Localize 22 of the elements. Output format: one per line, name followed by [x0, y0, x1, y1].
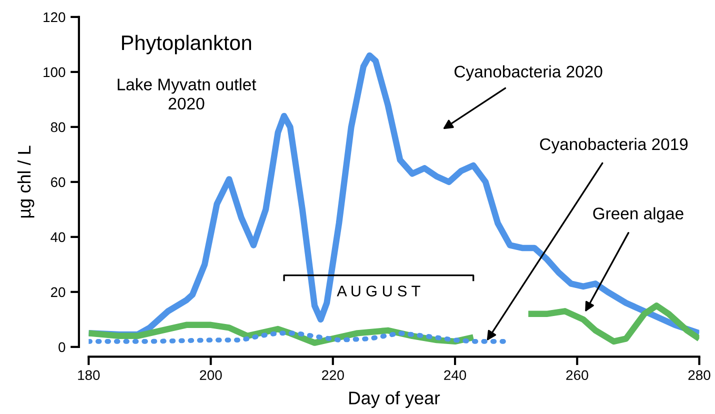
annotation: Green algae — [593, 207, 684, 223]
y-axis-title: µg chl / L — [17, 146, 34, 218]
line-series — [88, 330, 506, 344]
x-tick-label: 240 — [444, 370, 466, 380]
y-tick-label: 120 — [44, 12, 66, 22]
x-tick-label: 220 — [322, 370, 344, 380]
x-tick-label: 200 — [200, 370, 222, 380]
x-tick-label: 180 — [78, 370, 100, 380]
x-tick-label: 260 — [566, 370, 588, 380]
x-axis-title: Day of year — [349, 391, 440, 408]
y-tick-label: 40 — [50, 232, 66, 242]
y-tick-label: 80 — [50, 122, 66, 132]
y-tick-label: 0 — [58, 342, 66, 352]
text: Lake Myvatn outlet 2020 — [118, 78, 256, 110]
annotation: Cyanobacteria 2020 — [454, 65, 602, 81]
text: Phytoplankton — [122, 34, 252, 54]
y-tick-label: 60 — [51, 177, 66, 188]
annotation: A U G U S T — [336, 286, 420, 296]
annotation: Cyanobacteria 2019 — [540, 138, 688, 154]
y-tick-label: 100 — [44, 67, 66, 78]
x-tick-label: 280 — [688, 370, 710, 380]
y-tick-label: 20 — [50, 287, 66, 298]
